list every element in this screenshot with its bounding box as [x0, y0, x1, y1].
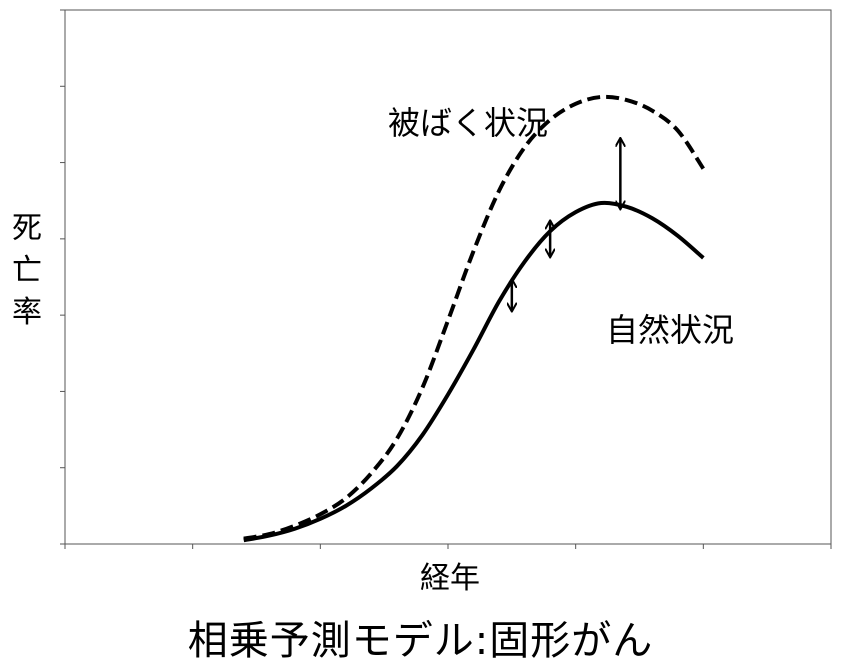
x-axis-label: 経年 — [420, 561, 480, 596]
series-label-natural: 自然状況 — [606, 311, 735, 349]
series-line-natural — [243, 200, 705, 543]
y-axis-label-char-1: 死 — [12, 211, 42, 246]
y-axis-label-char-2: 亡 — [12, 253, 42, 288]
series-label-exposed: 被ばく状況 — [388, 104, 549, 142]
x-axis-ticks — [64, 544, 832, 549]
chart-title: 相乗予測モデル:固形がん — [187, 618, 654, 664]
series-layer — [243, 94, 706, 543]
y-axis-label: 死 亡 率 — [12, 208, 42, 334]
y-axis-ticks — [60, 9, 65, 545]
y-axis-label-char-3: 率 — [12, 295, 42, 330]
annotation-arrows — [512, 139, 621, 311]
plot-area-border — [64, 9, 832, 545]
series-line-exposed — [243, 94, 706, 541]
